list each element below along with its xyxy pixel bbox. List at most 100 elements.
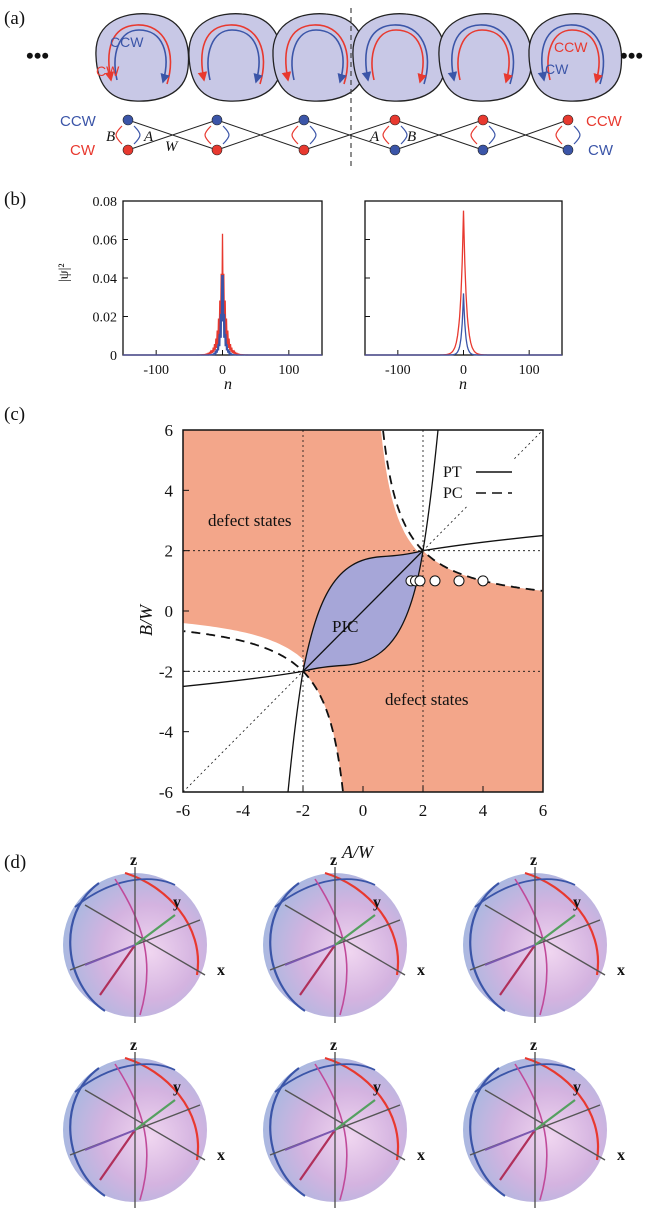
axis-label-z: z bbox=[130, 1037, 137, 1054]
axis-x bbox=[84, 1089, 206, 1161]
coupling-w: W bbox=[165, 139, 179, 155]
region-label-pic: PIC bbox=[332, 617, 358, 636]
meridian-blue bbox=[69, 882, 106, 1012]
coupling-arc-a bbox=[400, 125, 408, 145]
axis-label-y: y bbox=[573, 1079, 581, 1096]
microdisk bbox=[438, 13, 533, 102]
disk-cw-label: CW bbox=[96, 63, 120, 79]
coupling-arc-b bbox=[555, 125, 563, 145]
x-tick-label: 6 bbox=[539, 801, 548, 820]
state-vector-green bbox=[534, 1099, 576, 1131]
coupling-arc-b bbox=[115, 125, 123, 145]
state-vector-red bbox=[499, 944, 536, 996]
site-cw bbox=[562, 144, 574, 156]
meridian-magenta bbox=[114, 878, 148, 1016]
state-vector-red bbox=[499, 1129, 536, 1181]
region-label-defect-bottom: defect states bbox=[385, 690, 469, 709]
state-vector-red bbox=[99, 1129, 136, 1181]
state-vector-purple bbox=[484, 944, 536, 966]
bloch-sphere: z y x bbox=[63, 852, 225, 1023]
coupling-arc-a bbox=[133, 125, 141, 145]
disk-boundary bbox=[188, 13, 283, 102]
axis-label-z: z bbox=[530, 852, 537, 869]
axis-label-y: y bbox=[173, 1079, 181, 1096]
psi-blue-curve bbox=[365, 293, 562, 356]
meridian-red bbox=[324, 871, 400, 976]
legend: PT PC bbox=[438, 460, 538, 506]
site-ccw bbox=[477, 114, 489, 126]
latitude-blue bbox=[74, 878, 176, 908]
phase-ylabel: B/W bbox=[136, 603, 156, 636]
data-point bbox=[429, 575, 441, 587]
state-vector-green bbox=[334, 1099, 376, 1131]
axis-label-x: x bbox=[417, 1147, 425, 1164]
state-vector-red bbox=[299, 1129, 336, 1181]
legend-pt-label: PT bbox=[443, 464, 462, 481]
meridian-magenta bbox=[314, 878, 348, 1016]
x-tick-label: 100 bbox=[278, 363, 299, 378]
state-vector-purple bbox=[484, 1129, 536, 1151]
latitude-blue bbox=[474, 1063, 576, 1093]
panel-label-c: (c) bbox=[4, 404, 25, 425]
psi-ylabel: |ψ|² bbox=[57, 263, 72, 282]
meridian-blue bbox=[69, 1067, 106, 1197]
meridian-red bbox=[124, 871, 200, 976]
site-cw bbox=[211, 144, 223, 156]
mode-arrow-outer bbox=[447, 24, 515, 85]
microdisk bbox=[528, 13, 623, 102]
bloch-spheres: z y x z y x z y x z y x z y x z y x bbox=[63, 852, 625, 1208]
y-tick-label: 0.04 bbox=[93, 272, 118, 287]
meridian-blue bbox=[269, 882, 306, 1012]
panel-label-d: (d) bbox=[4, 852, 26, 873]
y-tick-label: 0.08 bbox=[93, 195, 118, 210]
meridian-blue bbox=[269, 1067, 306, 1197]
panel-label-a: (a) bbox=[4, 8, 25, 29]
disk-boundary bbox=[528, 13, 623, 102]
latitude-blue bbox=[74, 1063, 176, 1093]
meridian-magenta bbox=[314, 1063, 348, 1201]
site-ccw bbox=[389, 114, 401, 126]
mode-arrow-outer bbox=[281, 24, 349, 85]
latitude-blue bbox=[274, 878, 376, 908]
region-label-defect-top: defect states bbox=[208, 511, 292, 530]
axis-label-y: y bbox=[373, 1079, 381, 1096]
lattice-bond bbox=[127, 119, 218, 151]
y-tick-label: 0 bbox=[110, 349, 117, 364]
site-cw bbox=[122, 144, 134, 156]
pt-curve bbox=[287, 430, 439, 792]
bloch-sphere: z y x bbox=[463, 1037, 625, 1208]
axis-label-y: y bbox=[573, 894, 581, 911]
x-tick-label: -6 bbox=[176, 801, 190, 820]
bloch-sphere: z y x bbox=[463, 852, 625, 1023]
psi-red-curve bbox=[365, 210, 562, 356]
y-tick-label: -4 bbox=[159, 723, 174, 742]
coupling-arc-a bbox=[309, 125, 317, 145]
meridian-magenta bbox=[514, 878, 548, 1016]
coupling-arc-b bbox=[470, 125, 478, 145]
x-tick-label: 0 bbox=[359, 801, 368, 820]
y-tick-label: 0.06 bbox=[93, 234, 118, 249]
meridian-red bbox=[524, 871, 600, 976]
state-vector-purple bbox=[84, 1129, 136, 1151]
mode-arrow-inner bbox=[457, 29, 513, 84]
y-tick-label: 4 bbox=[165, 481, 174, 500]
lattice-right-ccw: CCW bbox=[586, 113, 623, 130]
disk-boundary bbox=[95, 13, 190, 102]
site-ccw bbox=[122, 114, 134, 126]
meridian-red bbox=[324, 1056, 400, 1161]
normal-region-lowerleft bbox=[183, 620, 303, 792]
meridian-blue bbox=[469, 1067, 506, 1197]
x-tick-label: 2 bbox=[419, 801, 428, 820]
coupling-a-left: A bbox=[143, 129, 154, 145]
coupling-a-right: A bbox=[369, 129, 380, 145]
ellipsis-left: ••• bbox=[26, 43, 49, 68]
axis-label-x: x bbox=[217, 1147, 225, 1164]
disk-boundary bbox=[272, 13, 367, 102]
coupling-b-left: B bbox=[106, 129, 115, 145]
lattice-bond bbox=[482, 119, 569, 151]
axis-label-y: y bbox=[173, 894, 181, 911]
axis-label-y: y bbox=[373, 894, 381, 911]
microdisk bbox=[95, 13, 190, 102]
x-tick-label: -4 bbox=[236, 801, 251, 820]
axis-x bbox=[484, 904, 606, 976]
